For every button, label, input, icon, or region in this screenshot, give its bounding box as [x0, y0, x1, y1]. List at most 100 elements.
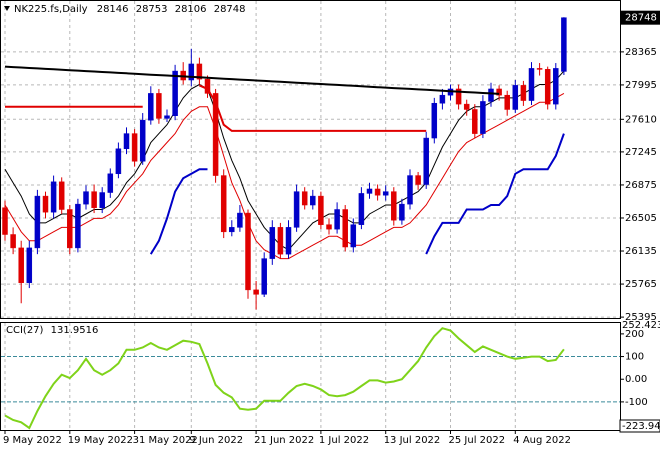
last-open: 28146: [97, 4, 129, 15]
y-tick-label: 27245: [625, 147, 657, 158]
price-box: [620, 10, 660, 25]
candle-body: [99, 192, 105, 208]
candle-body: [253, 289, 259, 295]
candle-body: [334, 209, 340, 230]
menu-arrow: [4, 6, 10, 11]
candle-body: [131, 133, 138, 162]
candle-body: [342, 209, 348, 248]
indicator-line: [4, 70, 565, 251]
y-tick-label: 27995: [625, 80, 657, 91]
candle-body: [115, 148, 122, 175]
candle-body: [83, 191, 89, 205]
candle-body: [196, 63, 203, 80]
candle-body: [245, 212, 251, 291]
candle-body: [488, 88, 494, 102]
candle-body: [261, 258, 267, 295]
candle-body: [91, 191, 97, 208]
indicator-line: [4, 92, 565, 260]
candle-body: [439, 94, 446, 104]
candle-body: [204, 78, 211, 94]
candle-body: [301, 191, 308, 206]
cci-name: CCI(27): [6, 325, 44, 336]
main-title: NK225.fs,Daily 28146 28753 28106 28748: [14, 4, 246, 15]
cci-panel: [0, 322, 621, 431]
candle-body: [164, 115, 170, 119]
candle-body: [123, 133, 130, 150]
x-tick-label: 1 Jul 2022: [319, 435, 369, 446]
candle-body: [496, 88, 502, 96]
symbol: NK225.fs,Daily: [14, 4, 88, 15]
candle-body: [431, 102, 438, 139]
candle-body: [26, 247, 33, 283]
plot-layer: [1, 1, 624, 434]
cci-tick-label: 100: [625, 352, 644, 363]
trend-line: [4, 65, 500, 95]
cci-min-box: [619, 419, 660, 433]
candle-body: [520, 85, 527, 101]
x-tick-label: 31 May 2022: [133, 435, 198, 446]
candle-body: [220, 175, 227, 233]
indicator-line: [149, 133, 565, 255]
candle-body: [18, 247, 24, 283]
candle-body: [374, 188, 381, 196]
candle-body: [34, 195, 41, 249]
candle-body: [512, 85, 519, 110]
candle-body: [148, 93, 154, 121]
main-panel: [0, 0, 621, 319]
x-tick-label: 19 May 2022: [68, 435, 133, 446]
candle-body: [480, 101, 486, 134]
y-tick-label: 28365: [625, 47, 657, 58]
candle-body: [528, 68, 535, 101]
candle-body: [285, 227, 292, 255]
candle-body: [366, 188, 373, 194]
y-tick-label: 27610: [625, 114, 657, 125]
candle-body: [391, 191, 397, 221]
candle-body: [415, 175, 421, 185]
candle-body: [463, 103, 470, 110]
candle-body: [561, 17, 567, 72]
candle-body: [407, 175, 413, 205]
candle-body: [172, 70, 178, 116]
candle-body: [455, 88, 462, 105]
cci-max-label: 252.4231: [622, 320, 660, 331]
cci-last: 131.9516: [51, 325, 99, 336]
candle-body: [58, 181, 65, 210]
x-tick-label: 25 Jul 2022: [449, 435, 506, 446]
candle-body: [423, 137, 429, 185]
candle-body: [139, 119, 146, 162]
last-high: 28753: [136, 4, 168, 15]
last-low: 28106: [175, 4, 207, 15]
candle-body: [42, 195, 49, 213]
candle-body: [212, 93, 219, 176]
cci-min-label: -223.949: [622, 421, 660, 432]
candle-body: [75, 203, 81, 249]
x-tick-label: 9 May 2022: [3, 435, 62, 446]
candle-body: [10, 234, 16, 249]
candle-body: [156, 93, 162, 119]
candle-body: [269, 227, 276, 259]
x-tick-label: 13 Jul 2022: [384, 435, 441, 446]
candle-body: [107, 173, 114, 193]
candle-body: [310, 195, 316, 206]
cci-tick-label: -100: [625, 397, 648, 408]
x-tick-label: 21 Jun 2022: [254, 435, 314, 446]
cci-title: CCI(27) 131.9516: [6, 325, 98, 336]
candle-body: [2, 207, 8, 235]
candle-body: [237, 212, 243, 228]
candle-body: [67, 209, 73, 249]
candle-body: [536, 68, 543, 70]
candle-body: [326, 224, 332, 230]
y-tick-label: 26875: [625, 180, 657, 191]
cci-tick-label: 200: [625, 329, 644, 340]
candle-body: [472, 109, 478, 134]
y-tick-label: 25765: [625, 279, 657, 290]
candle-body: [229, 227, 235, 233]
candle-body: [544, 69, 551, 105]
cci-tick-label: 0.00: [625, 374, 647, 385]
candle-body: [382, 191, 389, 196]
x-tick-label: 4 Aug 2022: [513, 435, 571, 446]
candle-body: [504, 94, 510, 110]
indicator-line: [5, 84, 427, 132]
